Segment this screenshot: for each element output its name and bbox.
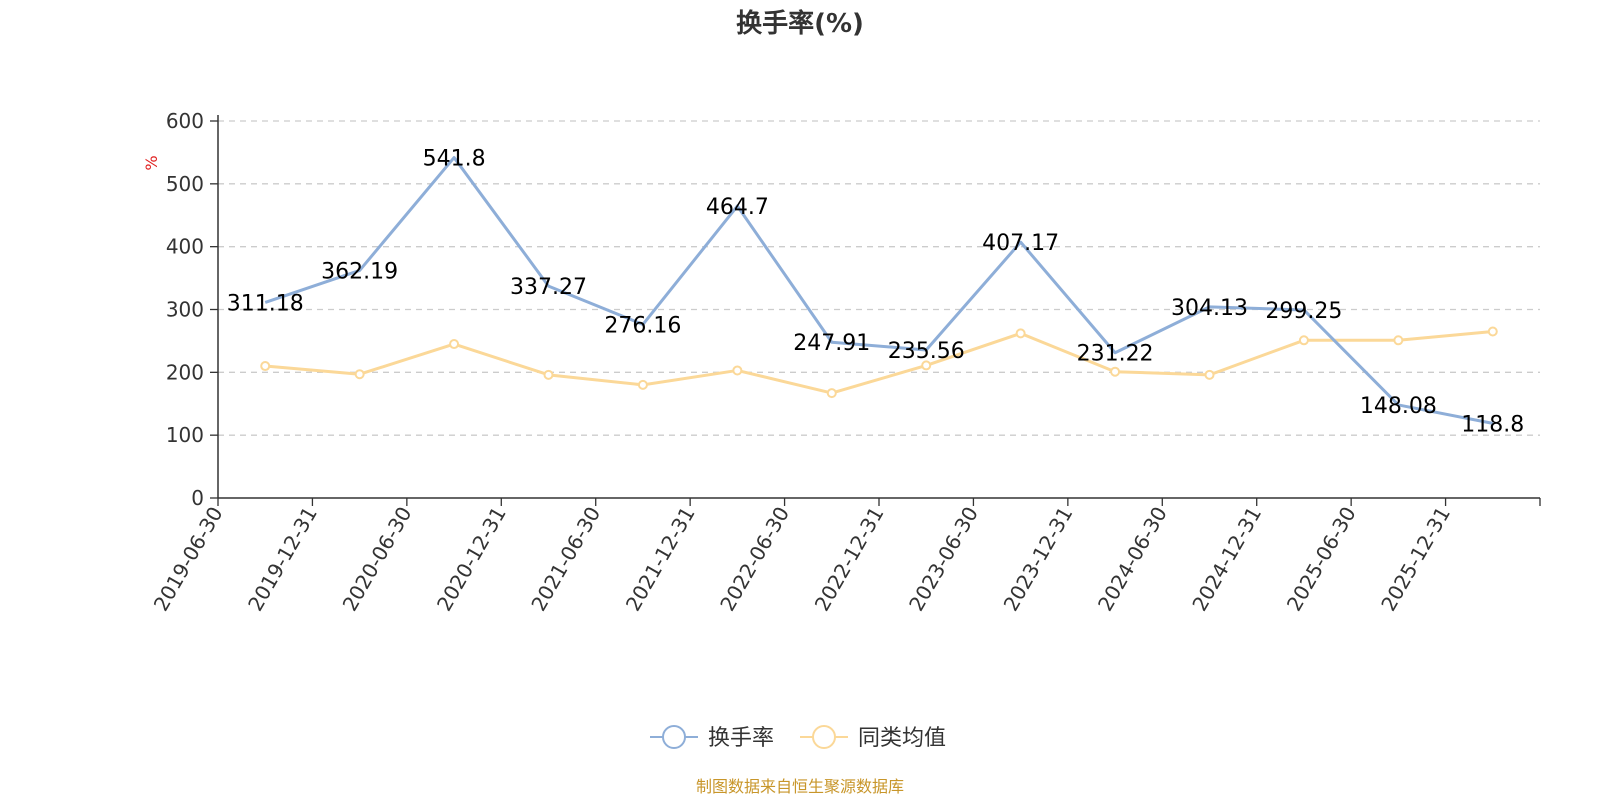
data-label: 235.56 [888,339,965,364]
data-label: 337.27 [510,275,587,300]
grid-lines [218,120,1540,436]
legend-marker [662,725,686,749]
x-tick-label: 2022-12-31 [810,503,889,616]
data-point [1204,369,1215,380]
x-tick-label: 2021-06-30 [526,503,605,616]
data-label: 464.7 [706,195,769,220]
data-point [1393,335,1404,346]
x-tick-label: 2022-06-30 [715,503,794,616]
x-tick-label: 2020-06-30 [337,502,416,615]
y-axis-unit: % [142,155,161,170]
x-tick-label: 2025-06-30 [1282,503,1361,616]
data-point [1298,335,1309,346]
data-point [354,369,365,380]
x-tick-label: 2025-12-31 [1376,503,1455,616]
legend[interactable]: 换手率 同类均值 [650,725,946,751]
data-label: 304.13 [1171,296,1248,321]
data-source-note: 制图数据来自恒生聚源数据库 [696,777,904,796]
data-point [637,379,648,390]
x-tick-label: 2023-12-31 [998,503,1077,616]
x-tick-label: 2019-06-30 [149,503,228,616]
x-axis-ticks: 2019-06-30 2019-12-31 2020-06-30 2020-12-31… [149,498,1541,616]
data-point [543,369,554,380]
data-labels: 311.18 362.19 541.8 337.27 276.16 464.7 247.91… [227,147,1525,438]
legend-label: 换手率 [708,726,774,751]
data-label: 299.25 [1265,299,1342,324]
legend-label: 同类均值 [858,726,946,751]
data-label: 247.91 [793,331,870,356]
data-label: 148.08 [1360,394,1437,419]
y-tick-label: 300 [166,298,204,322]
x-tick-label: 2019-12-31 [243,503,322,616]
data-point [449,339,460,350]
y-tick-label: 500 [166,172,204,196]
data-label: 276.16 [604,313,681,338]
x-tick-label: 2020-12-31 [432,503,511,616]
y-tick-label: 600 [166,109,204,133]
data-label: 407.17 [982,231,1059,256]
y-tick-label: 100 [166,423,204,447]
series-line [265,329,1493,395]
y-tick-label: 0 [191,486,204,510]
data-label: 231.22 [1077,342,1154,367]
data-point [260,361,271,372]
data-label: 362.19 [321,259,398,284]
data-point [921,360,932,371]
x-tick-label: 2021-12-31 [621,503,700,616]
legend-marker [812,725,836,749]
data-label: 118.8 [1461,412,1524,437]
series-line [264,156,1494,425]
x-tick-label: 2024-12-31 [1187,503,1266,616]
chart-title: 换手率(%) [736,8,864,39]
data-label: 311.18 [227,291,304,316]
x-tick-label: 2024-06-30 [1093,503,1172,616]
y-tick-label: 200 [166,360,204,384]
data-label: 541.8 [423,147,486,172]
series-lines [260,156,1498,425]
data-point [1110,366,1121,377]
data-point [732,365,743,376]
y-tick-label: 400 [166,235,204,259]
x-tick-label: 2023-06-30 [904,502,983,615]
data-point [1015,328,1026,339]
y-axis-ticks: 0 100 200 300 400 500 600 [166,109,218,510]
data-point [826,388,837,399]
data-point [1487,326,1498,337]
